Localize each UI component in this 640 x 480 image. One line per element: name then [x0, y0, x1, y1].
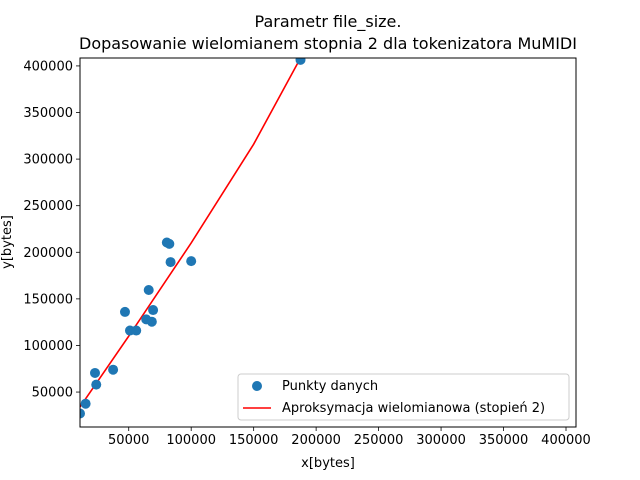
data-point: [119, 306, 130, 317]
x-tick-label: 400000: [541, 433, 591, 448]
data-point: [186, 256, 197, 267]
plot-frame: [79, 57, 577, 428]
fit-line-layer: [80, 58, 302, 408]
legend-label-points: Punkty danych: [282, 379, 378, 394]
x-tick-label: 200000: [291, 433, 341, 448]
legend: Punkty danych Aproksymacja wielomianowa …: [237, 373, 570, 421]
legend-box: [237, 373, 570, 421]
fit-line: [80, 58, 302, 408]
data-point: [91, 379, 102, 390]
data-point: [165, 257, 176, 268]
x-tick-label: 350000: [479, 433, 529, 448]
plot-background: [80, 58, 576, 427]
x-tick-label: 150000: [229, 433, 279, 448]
y-tick-label: 250000: [23, 199, 73, 214]
legend-label-line: Aproksymacja wielomianowa (stopień 2): [282, 401, 545, 416]
data-point: [108, 364, 119, 375]
chart-title-line-1: Parametr file_size.: [255, 12, 402, 32]
plot-area: [79, 57, 577, 428]
data-point: [131, 325, 142, 336]
x-tick-label: 300000: [416, 433, 466, 448]
chart-title-line-2: Dopasowanie wielomianem stopnia 2 dla to…: [79, 34, 577, 53]
y-axis: 50000 100000 150000 200000 250000 300000 35000…: [23, 59, 80, 401]
y-tick-label: 200000: [23, 246, 73, 261]
y-tick-label: 150000: [23, 292, 73, 307]
data-point: [148, 305, 159, 316]
x-axis: 50000 100000 150000 200000 250000 300000 35000…: [108, 427, 591, 448]
y-tick-label: 50000: [32, 386, 73, 401]
data-point: [80, 398, 91, 409]
data-point: [89, 367, 100, 378]
legend-scatter-marker: [252, 381, 262, 391]
y-axis-label: y[bytes]: [0, 215, 15, 269]
data-point: [80, 408, 85, 419]
y-tick-label: 400000: [23, 59, 73, 74]
data-point: [143, 285, 154, 296]
y-tick-label: 350000: [23, 106, 73, 121]
data-points-layer: [80, 58, 306, 419]
x-tick-label: 100000: [166, 433, 216, 448]
x-axis-label: x[bytes]: [301, 456, 355, 471]
x-tick-label: 50000: [108, 433, 149, 448]
data-point: [164, 238, 175, 249]
x-tick-label: 250000: [354, 433, 404, 448]
data-point: [146, 316, 157, 327]
y-tick-label: 100000: [23, 339, 73, 354]
y-tick-label: 300000: [23, 153, 73, 168]
data-point: [295, 58, 306, 65]
